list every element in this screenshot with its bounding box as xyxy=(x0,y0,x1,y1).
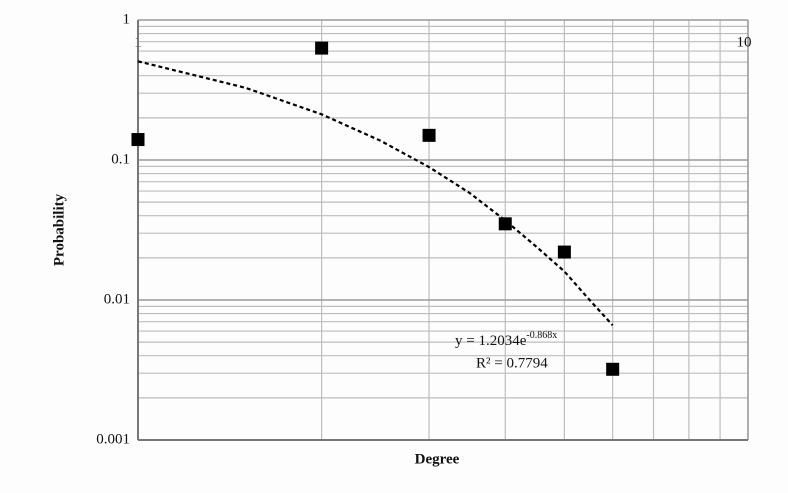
data-point xyxy=(315,41,329,55)
data-point xyxy=(606,362,620,376)
y-tick-label: 0.1 xyxy=(111,151,130,167)
y-axis-title: Probability xyxy=(51,193,67,266)
y-tick-label: 0.01 xyxy=(104,291,130,307)
y-tick-label: 0.001 xyxy=(96,431,130,447)
x-axis-title: Degree xyxy=(415,451,460,467)
trendline xyxy=(137,60,614,327)
data-point xyxy=(131,133,145,147)
data-point xyxy=(498,217,512,231)
x-tick-label: 10 xyxy=(737,34,752,50)
y-tick-label: 1 xyxy=(123,11,131,27)
data-point xyxy=(422,128,436,142)
r-squared: R² = 0.7794 xyxy=(476,355,548,371)
trend-equation: y = 1.2034e-0.868x xyxy=(455,330,557,349)
marks xyxy=(131,41,620,376)
equation-base: y = 1.2034e xyxy=(455,333,527,349)
equation-exponent: -0.868x xyxy=(526,330,557,341)
data-point xyxy=(557,245,571,259)
